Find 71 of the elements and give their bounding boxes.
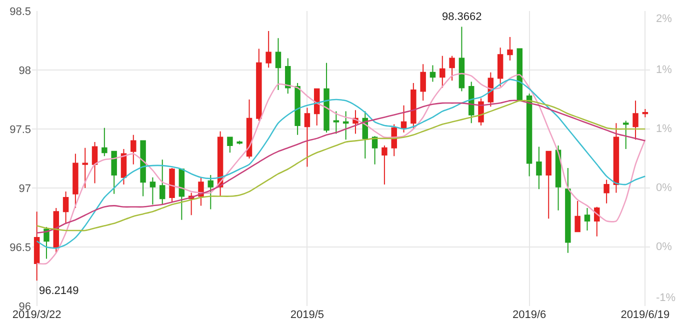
candlestick — [236, 140, 242, 145]
candlestick — [449, 55, 455, 82]
y-tick-label: 97 — [18, 182, 31, 195]
candlestick — [62, 191, 69, 224]
candlestick — [613, 122, 620, 194]
y2-tick-label: 0% — [656, 182, 672, 194]
annotation: 98.3662 — [442, 11, 482, 23]
annotation: 96.2149 — [39, 285, 79, 297]
candlestick — [458, 26, 465, 92]
candlestick — [604, 179, 610, 204]
x-tick-label: 2019/5 — [290, 309, 324, 321]
y2-tick-label: 0% — [656, 241, 672, 253]
x-tick-label: 2019/3/22 — [12, 309, 62, 321]
candlestick — [53, 208, 60, 254]
candlestick — [256, 48, 262, 122]
candlestick — [642, 108, 648, 118]
candlestick — [410, 82, 416, 130]
candlestick — [314, 88, 320, 126]
y2-tick-label: 2% — [656, 13, 672, 25]
candlestick — [497, 47, 504, 88]
y-tick-label: 98 — [18, 64, 31, 77]
candlestick — [169, 167, 175, 203]
y-tick-label: 98.5 — [10, 6, 31, 18]
y-tick-label: 96.5 — [10, 242, 31, 254]
x-tick-label: 2019/6 — [512, 309, 546, 321]
candlestick — [227, 136, 233, 154]
candlestick — [420, 64, 426, 102]
x-tick-label: 2019/6/19 — [620, 309, 670, 321]
candlestick — [159, 159, 166, 206]
candlestick — [622, 120, 629, 150]
candlestick — [120, 148, 127, 185]
candlestick — [546, 150, 552, 220]
candlestick — [102, 127, 108, 157]
y2-tick-label: 1% — [656, 64, 672, 76]
candlestick — [507, 36, 513, 62]
candlestick — [382, 145, 388, 185]
candlestick — [372, 136, 378, 165]
candlestick — [275, 38, 282, 91]
candlestick — [285, 58, 291, 94]
candlestick — [246, 99, 252, 159]
candlestick — [324, 62, 330, 134]
candlestick — [584, 208, 590, 231]
candlestick — [304, 107, 310, 168]
candlestick — [266, 30, 272, 68]
candlestick — [555, 145, 562, 211]
candlestick — [400, 104, 407, 134]
candlestick — [468, 81, 474, 124]
candlestick — [34, 211, 40, 282]
candlestick — [150, 176, 156, 206]
candlestick — [44, 226, 50, 260]
y2-tick-label: 1% — [656, 123, 672, 135]
y2-tick-label: -1% — [656, 292, 676, 304]
candlestick — [342, 110, 349, 140]
candlestick — [574, 200, 580, 232]
candlestick — [130, 134, 136, 165]
candlestick — [294, 82, 300, 136]
candlestick — [526, 93, 532, 177]
candlestick — [632, 100, 638, 140]
candlestick — [536, 146, 542, 190]
candlestick — [140, 140, 146, 197]
candlestick — [208, 174, 214, 210]
candlestick — [430, 64, 436, 82]
candlestick — [565, 167, 571, 254]
candlestick — [72, 153, 78, 209]
candlestick — [178, 168, 185, 220]
candlestick — [82, 147, 88, 188]
candlestick — [111, 150, 117, 194]
candlestick — [92, 141, 98, 184]
y-tick-label: 97.5 — [10, 124, 31, 136]
candlestick — [440, 55, 446, 88]
candlestick — [333, 110, 340, 134]
